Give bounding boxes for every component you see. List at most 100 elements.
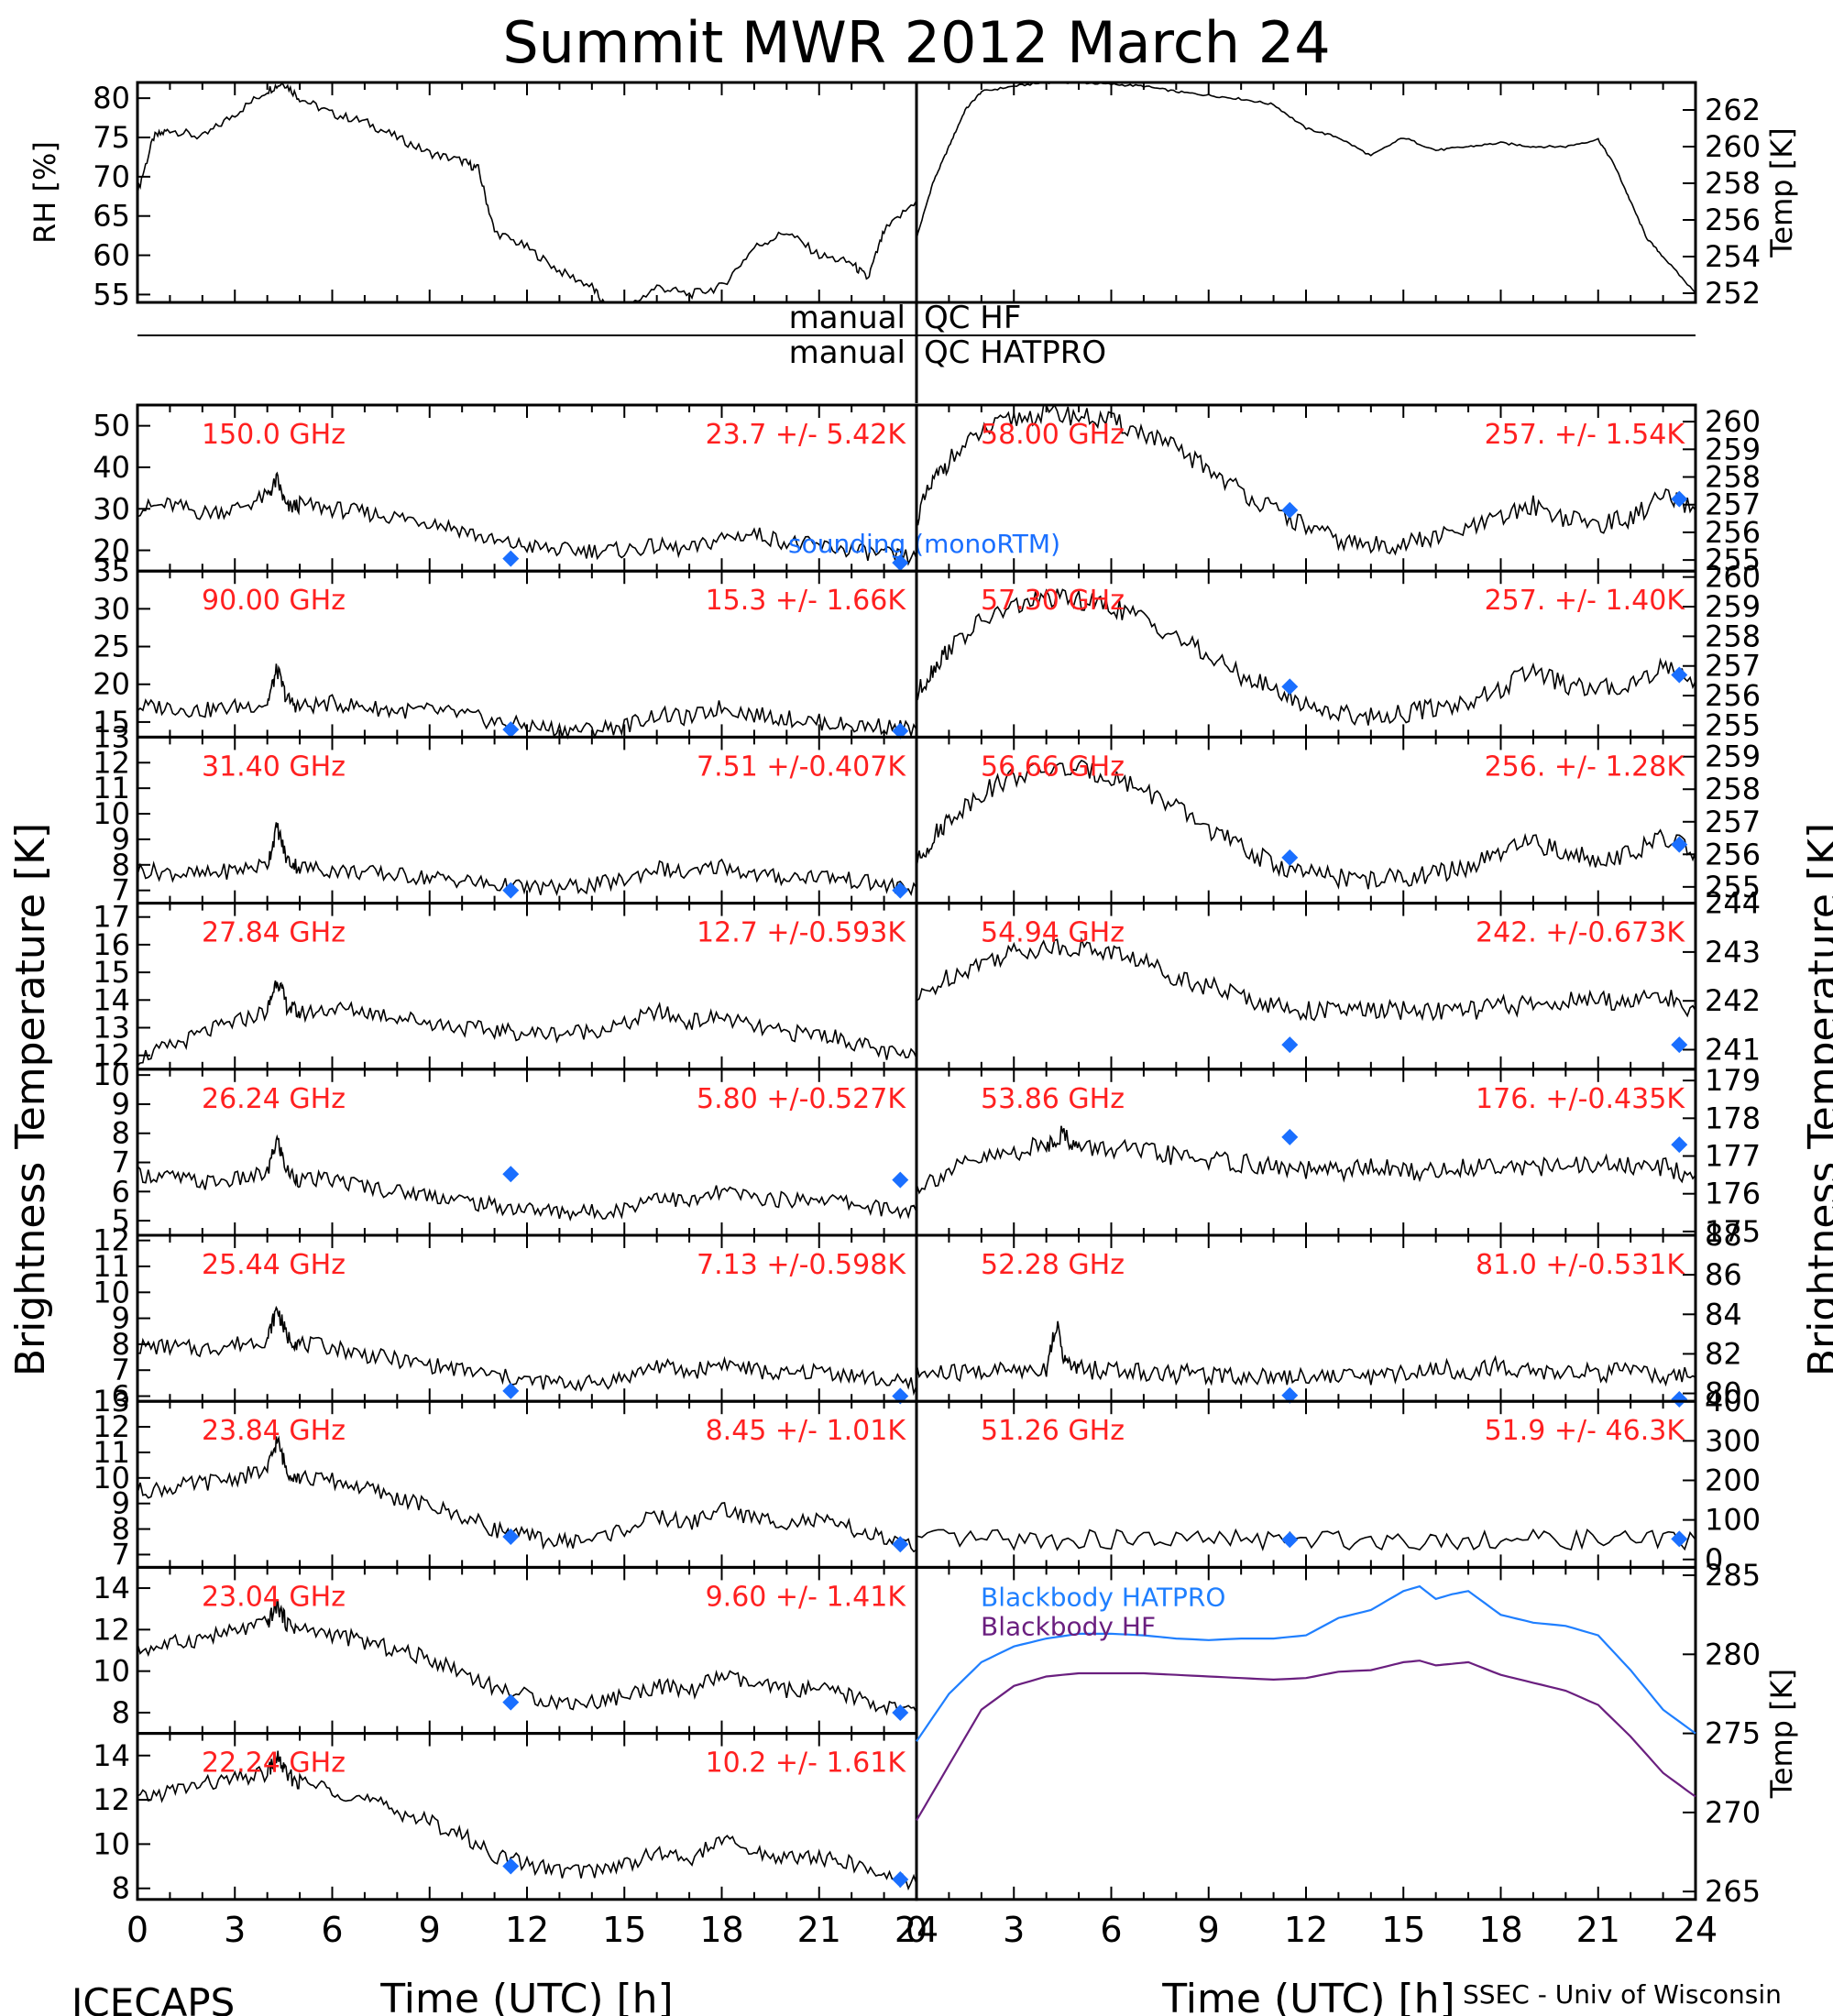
data-line xyxy=(137,1134,917,1222)
data-line xyxy=(916,936,1696,1022)
stats-label: 176. +/-0.435K xyxy=(1476,1083,1685,1115)
sounding-marker xyxy=(1671,1530,1688,1548)
qc-hatpro-right-label: QC HATPRO xyxy=(924,334,1106,371)
panel-rh: 55 60 65 70 75 80 RH [%] xyxy=(27,81,918,312)
panel-ylabel: RH [%] xyxy=(27,141,62,244)
sounding-marker xyxy=(1671,490,1688,508)
y-tick-label: 7 xyxy=(112,1537,130,1572)
y-tick-label: 9 xyxy=(112,1301,130,1336)
x-tick-label-right: 3 xyxy=(1003,1910,1025,1950)
footer-left-credit: ICECAPS xyxy=(71,1980,235,2016)
sounding-marker xyxy=(502,1528,520,1545)
y-tick-label: 243 xyxy=(1705,935,1761,970)
y-tick-label: 20 xyxy=(93,533,130,568)
sounding-marker xyxy=(1671,1036,1688,1054)
qc-hatpro-left-label: manual xyxy=(789,334,906,371)
data-line xyxy=(916,82,1696,294)
y-tick-label: 241 xyxy=(1705,1032,1761,1067)
frequency-label: 27.84 GHz xyxy=(202,917,346,949)
series-line-1 xyxy=(916,1660,1696,1822)
sounding-marker xyxy=(1671,1391,1688,1408)
x-tick-label-right: 0 xyxy=(906,1910,927,1950)
y-tick-label: 178 xyxy=(1705,1101,1761,1135)
y-tick-label: 275 xyxy=(1705,1716,1761,1751)
y-tick-label: 8 xyxy=(112,848,130,882)
panel-150-0-ghz: 20 30 40 50 150.0 GHz 23.7 +/- 5.42K sounding … xyxy=(93,403,1060,573)
data-line xyxy=(137,1599,917,1716)
y-tick-label: 14 xyxy=(93,1571,130,1605)
panel-23-04-ghz: 8 10 12 14 23.04 GHz 9.60 +/- 1.41K xyxy=(93,1565,918,1736)
x-axis-label-right: Time (UTC) [h] xyxy=(1161,1976,1454,2016)
sounding-marker xyxy=(502,1857,520,1875)
frequency-label: 53.86 GHz xyxy=(981,1083,1125,1115)
qc-hf-right-label: QC HF xyxy=(924,300,1021,336)
sounding-marker xyxy=(502,721,520,739)
y-tick-label: 259 xyxy=(1705,589,1761,624)
sounding-marker xyxy=(502,1166,520,1183)
y-tick-label: 30 xyxy=(93,591,130,626)
stats-label: 12.7 +/-0.593K xyxy=(697,917,906,949)
y-tick-label: 257 xyxy=(1705,805,1761,839)
y-tick-label: 20 xyxy=(93,667,130,702)
y-tick-label: 11 xyxy=(93,1249,130,1284)
y-tick-label: 8 xyxy=(112,1116,130,1151)
y-tick-label: 12 xyxy=(93,1612,130,1647)
data-line xyxy=(137,822,917,897)
y-tick-label: 8 xyxy=(112,1327,130,1362)
y-tick-label: 9 xyxy=(112,1087,130,1122)
sounding-note: sounding (monoRTM) xyxy=(788,529,1060,559)
y-tick-label: 256 xyxy=(1705,515,1761,550)
right-ylabel: Brightness Temperature [K] xyxy=(1800,823,1833,1376)
data-line xyxy=(137,1435,917,1553)
stats-label: 7.13 +/-0.598K xyxy=(697,1249,906,1281)
y-tick-label: 200 xyxy=(1705,1463,1761,1497)
sounding-marker xyxy=(502,882,520,899)
y-tick-label: 10 xyxy=(93,1275,130,1309)
data-line xyxy=(137,471,917,566)
y-tick-label: 179 xyxy=(1705,1063,1761,1098)
y-tick-label: 7 xyxy=(112,1353,130,1387)
stats-label: 9.60 +/- 1.41K xyxy=(706,1581,907,1613)
left-ylabel: Brightness Temperature [K] xyxy=(7,823,54,1376)
panel-22-24-ghz: 8 10 12 14 22.24 GHz 10.2 +/- 1.61K xyxy=(93,1732,918,1906)
panel-54-94-ghz: 241 242 243 244 54.94 GHz 242. +/-0.673K xyxy=(915,886,1761,1071)
y-tick-label: 10 xyxy=(93,1461,130,1496)
y-tick-label: 7 xyxy=(112,873,130,908)
stats-label: 7.51 +/-0.407K xyxy=(697,751,906,783)
frequency-label: 22.24 GHz xyxy=(202,1748,346,1780)
frequency-label: 31.40 GHz xyxy=(202,751,346,783)
y-tick-label: 100 xyxy=(1705,1503,1761,1538)
y-tick-label: 258 xyxy=(1705,619,1761,653)
y-tick-label: 10 xyxy=(93,1654,130,1689)
sounding-marker xyxy=(502,1693,520,1711)
x-tick-label-left: 12 xyxy=(505,1910,549,1950)
footer-right-credit: SSEC - Univ of Wisconsin xyxy=(1463,1979,1782,2010)
y-tick-label: 12 xyxy=(93,745,130,780)
y-tick-label: 12 xyxy=(93,1782,130,1817)
panel-blackbody: 265 270 275 280 285 Blackbody HATPROBlackbody… xyxy=(915,1558,1799,1909)
panel-frame xyxy=(136,81,918,304)
data-line xyxy=(916,1125,1696,1195)
qc-hf-left-label: manual xyxy=(789,300,906,336)
y-tick-label: 8 xyxy=(112,1871,130,1906)
chart-title: Summit MWR 2012 March 24 xyxy=(502,9,1330,76)
y-tick-label: 50 xyxy=(93,409,130,444)
y-tick-label: 70 xyxy=(93,159,130,194)
y-tick-label: 256 xyxy=(1705,678,1761,713)
panel-ylabel: Temp [K] xyxy=(1764,1669,1799,1799)
y-tick-label: 88 xyxy=(1705,1218,1742,1253)
y-tick-label: 11 xyxy=(93,771,130,805)
y-tick-label: 13 xyxy=(93,1384,130,1419)
frequency-label: 58.00 GHz xyxy=(981,419,1125,451)
y-tick-label: 177 xyxy=(1705,1139,1761,1174)
y-tick-label: 86 xyxy=(1705,1257,1742,1292)
y-tick-label: 5 xyxy=(112,1203,130,1238)
data-line xyxy=(916,1528,1696,1552)
frequency-label: 56.66 GHz xyxy=(981,751,1125,783)
stats-label: 8.45 +/- 1.01K xyxy=(706,1415,907,1447)
panel-frame xyxy=(915,81,1697,304)
